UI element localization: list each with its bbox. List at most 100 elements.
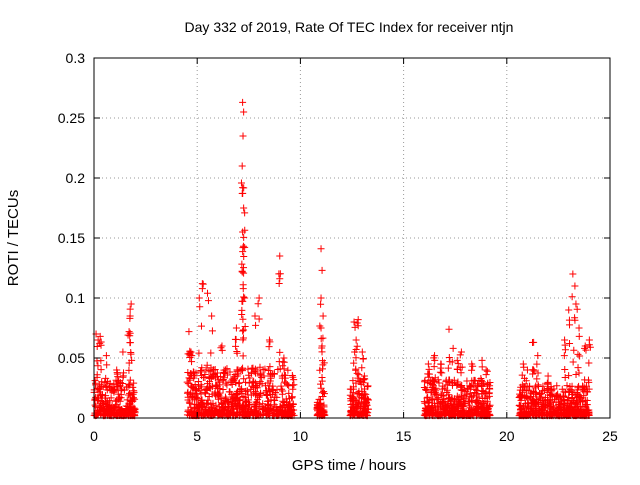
data-point <box>442 401 450 409</box>
data-point <box>278 390 286 398</box>
data-point <box>457 386 465 394</box>
data-point <box>421 399 429 407</box>
data-point <box>281 378 289 386</box>
data-point <box>458 401 466 409</box>
data-point <box>191 396 199 404</box>
data-point <box>275 280 283 288</box>
data-point <box>463 377 471 385</box>
data-point <box>516 410 524 418</box>
data-point <box>569 358 577 366</box>
data-point <box>240 269 248 277</box>
data-point <box>318 348 326 356</box>
data-point <box>472 390 480 398</box>
data-point <box>241 209 249 217</box>
data-point <box>469 362 477 370</box>
data-point <box>247 385 255 393</box>
data-point <box>423 394 431 402</box>
data-point <box>424 405 432 413</box>
data-point <box>268 385 276 393</box>
data-point <box>354 316 362 324</box>
data-point <box>518 381 526 389</box>
data-point <box>226 368 234 376</box>
data-point <box>352 354 360 362</box>
data-point <box>238 162 246 170</box>
data-point <box>318 342 326 350</box>
data-point <box>534 352 542 360</box>
data-point <box>92 379 100 387</box>
data-point <box>449 344 457 352</box>
data-point <box>118 385 126 393</box>
data-point <box>358 348 366 356</box>
data-point <box>443 386 451 394</box>
data-point <box>204 289 212 297</box>
data-point <box>582 407 590 415</box>
data-point <box>208 327 216 335</box>
x-tick-label: 20 <box>499 428 515 444</box>
data-point <box>239 327 247 335</box>
data-point <box>317 324 325 332</box>
data-point <box>240 252 248 260</box>
data-point <box>115 403 123 411</box>
data-point <box>230 394 238 402</box>
data-point <box>265 343 273 351</box>
data-point <box>255 294 263 302</box>
data-point <box>518 371 526 379</box>
data-point <box>231 370 239 378</box>
data-point <box>125 366 133 374</box>
data-point <box>198 285 206 293</box>
data-point <box>275 270 283 278</box>
data-point <box>126 314 134 322</box>
data-point <box>261 365 269 373</box>
data-point <box>349 400 357 408</box>
data-point <box>350 359 358 367</box>
data-point <box>433 411 441 419</box>
data-point <box>582 388 590 396</box>
data-point <box>563 382 571 390</box>
data-point <box>203 385 211 393</box>
data-point <box>437 364 445 372</box>
data-point <box>215 385 223 393</box>
data-point <box>425 370 433 378</box>
data-point <box>466 389 474 397</box>
data-point <box>239 352 247 360</box>
data-point <box>529 366 537 374</box>
data-point <box>468 366 476 374</box>
data-point <box>210 404 218 412</box>
data-point <box>278 372 286 380</box>
data-point <box>231 375 239 383</box>
data-point <box>440 411 448 419</box>
data-point <box>424 379 432 387</box>
data-point <box>236 396 244 404</box>
data-point <box>317 294 325 302</box>
data-point <box>568 293 576 301</box>
data-point <box>444 364 452 372</box>
data-point <box>554 390 562 398</box>
data-point <box>196 303 204 311</box>
data-point <box>560 352 568 360</box>
data-point <box>468 398 476 406</box>
data-point <box>438 385 446 393</box>
data-point <box>453 356 461 364</box>
data-point <box>198 383 206 391</box>
data-point <box>276 406 284 414</box>
data-point <box>575 332 583 340</box>
data-point <box>467 383 475 391</box>
data-point <box>457 369 465 377</box>
data-point <box>358 364 366 372</box>
y-tick-label: 0.1 <box>66 290 86 306</box>
data-point <box>445 325 453 333</box>
y-tick-label: 0.2 <box>66 170 86 186</box>
data-point <box>97 399 105 407</box>
data-point <box>439 400 447 408</box>
data-point <box>577 409 585 417</box>
data-point <box>288 409 296 417</box>
data-point <box>580 392 588 400</box>
data-point <box>361 395 369 403</box>
data-point <box>207 364 215 372</box>
data-point <box>125 389 133 397</box>
data-point <box>359 379 367 387</box>
data-point <box>250 403 258 411</box>
data-point <box>517 393 525 401</box>
data-point <box>317 335 325 343</box>
